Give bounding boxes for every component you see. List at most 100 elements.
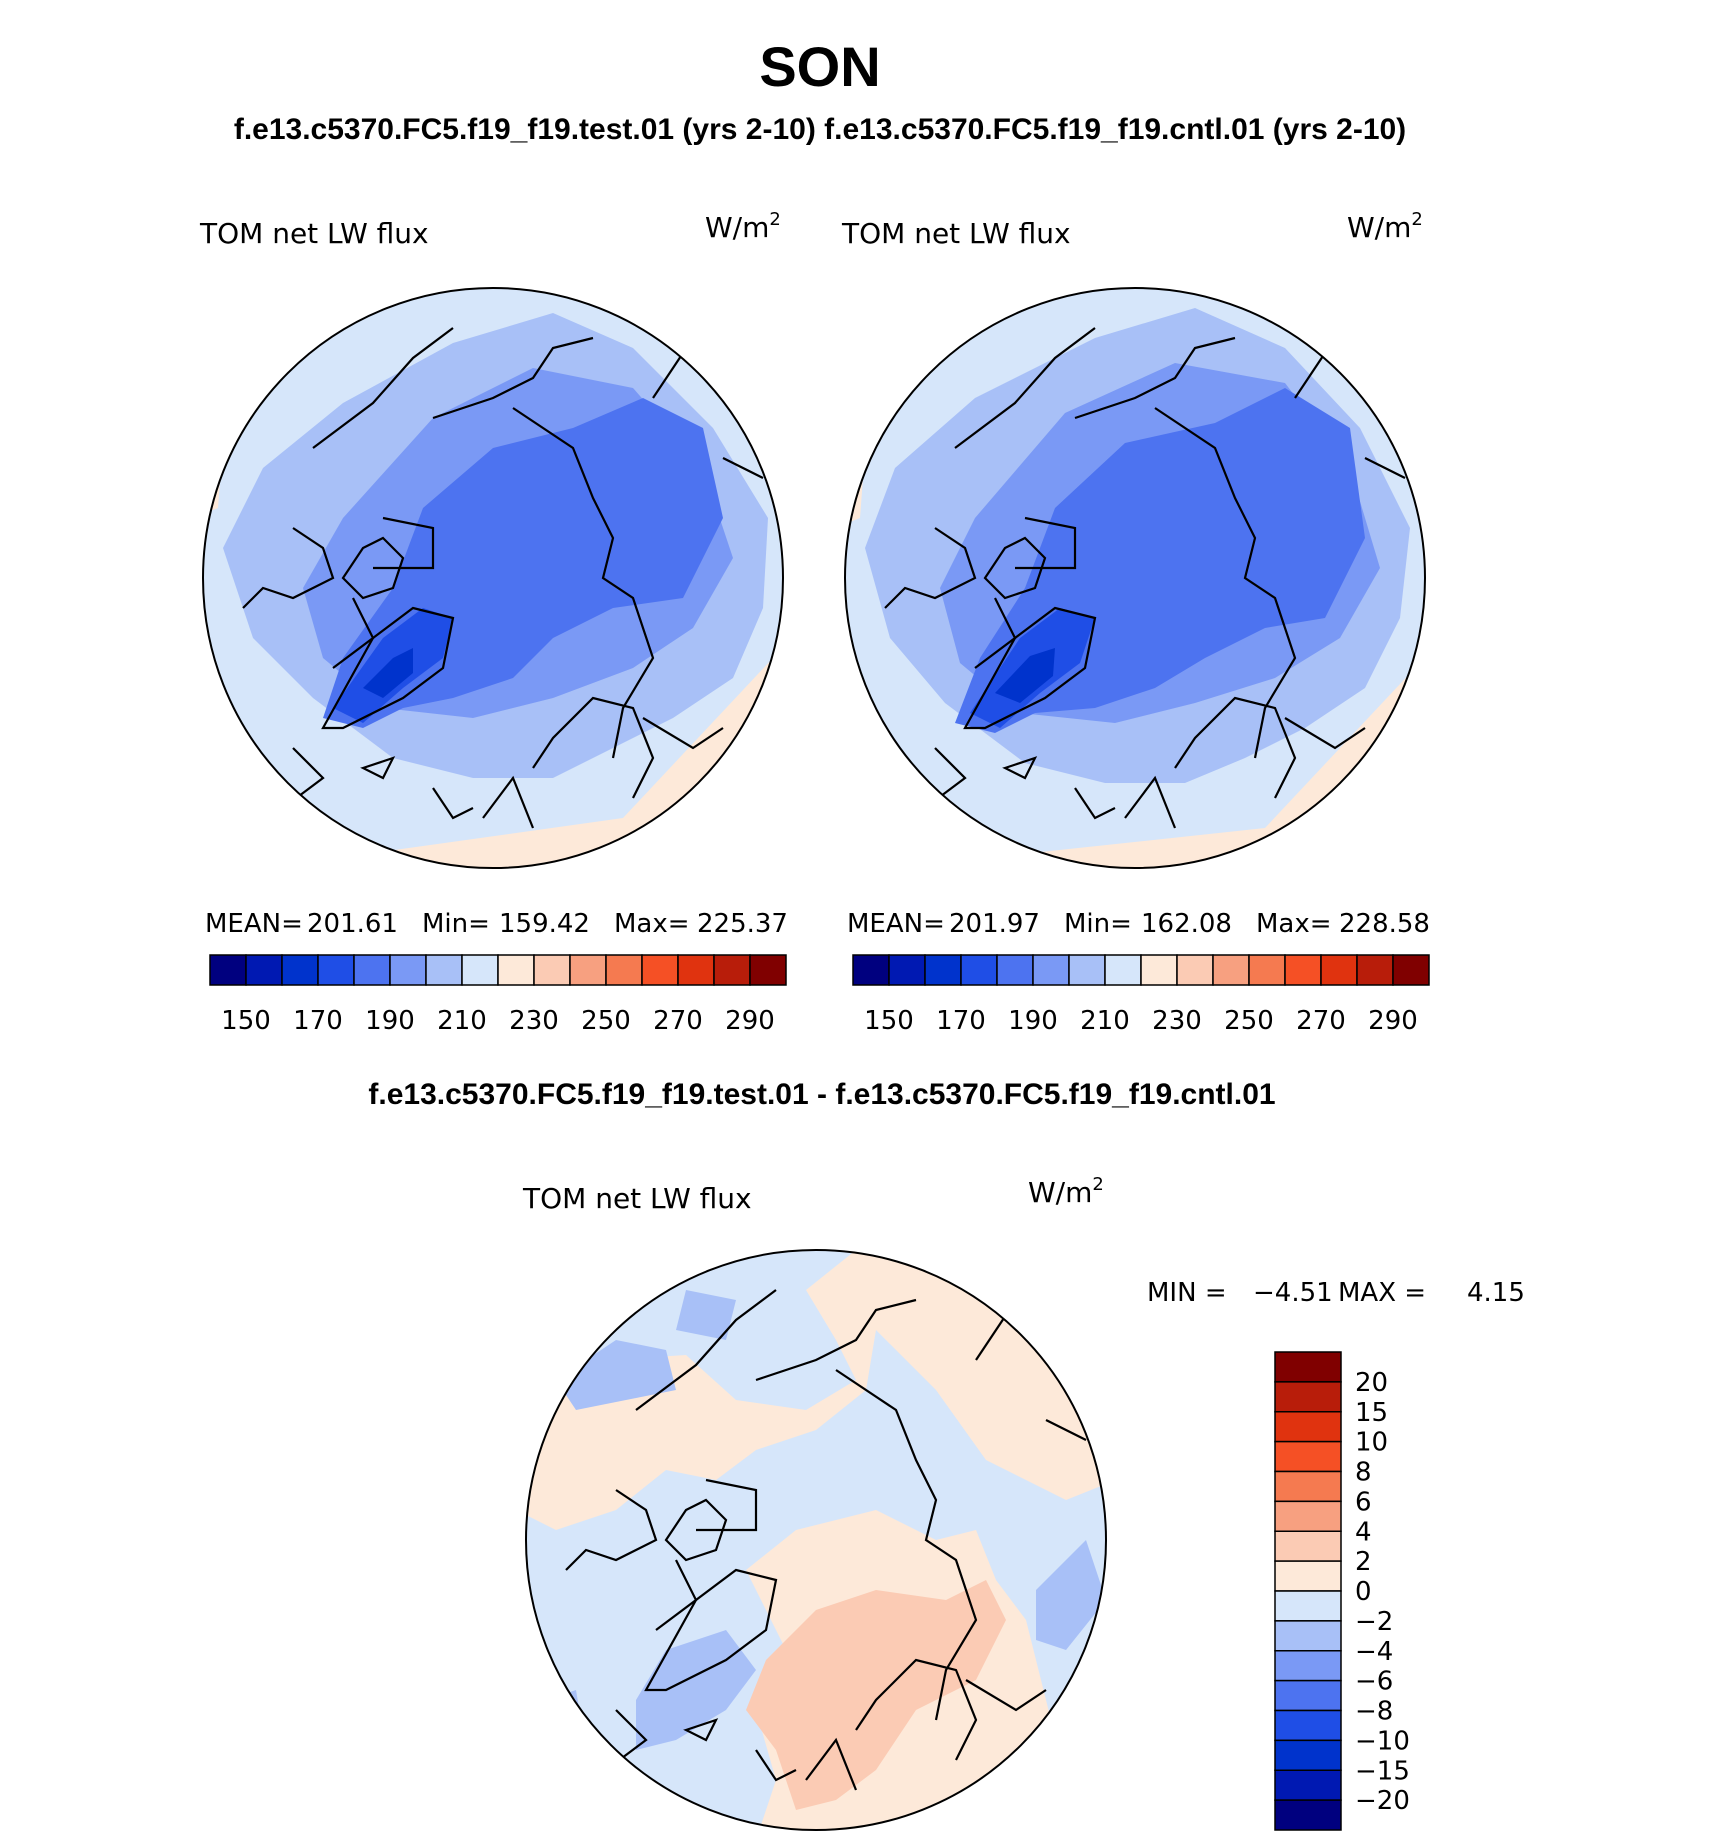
contour-core: [995, 648, 1055, 703]
colorbar-tick-label: 15: [1355, 1398, 1388, 1428]
colorbar-swatch: [533, 954, 571, 986]
panel-control: TOM net LW flux W/m2: [841, 209, 1430, 1036]
max-value: 228.58: [1339, 909, 1430, 939]
colorbar-tick-label: −4: [1355, 1637, 1393, 1667]
coastlines: [884, 327, 1406, 829]
figure-subtitle: f.e13.c5370.FC5.f19_f19.test.01 (yrs 2-1…: [234, 113, 1406, 146]
colorbar-swatch: [1274, 1500, 1342, 1532]
mean-label: MEAN=: [847, 909, 945, 939]
mean-label: MEAN=: [205, 909, 303, 939]
diff-min-label: MIN =: [1147, 1278, 1227, 1308]
colorbar-swatch: [1274, 1470, 1342, 1503]
colorbar-tick-label: 0: [1355, 1577, 1372, 1607]
colorbar-swatch: [425, 954, 463, 986]
colorbar-swatch: [209, 954, 247, 986]
colorbar-tick-label: 250: [581, 1006, 631, 1036]
colorbar-tick-label: 170: [936, 1006, 986, 1036]
colorbar-swatch: [1274, 1530, 1342, 1562]
colorbar-swatch: [245, 954, 283, 986]
colorbar-swatch: [677, 954, 715, 986]
colorbar-tick-label: 2: [1355, 1547, 1372, 1577]
colorbar-swatch: [713, 954, 751, 986]
panel-test-stats: MEAN= 201.61 Min= 159.42 Max= 225.37: [205, 909, 788, 939]
diff-minmax: MIN = −4.51 MAX = 4.15: [1147, 1278, 1525, 1308]
colorbar-tick-label: −8: [1355, 1697, 1393, 1727]
colorbar-swatch: [1356, 954, 1394, 986]
colorbar-swatch: [497, 954, 535, 986]
diff-variable: TOM net LW flux: [522, 1182, 752, 1215]
colorbar-control: 150 170 190 210 230 250 270 290: [852, 954, 1430, 1036]
colorbar-swatch: [1274, 1560, 1342, 1592]
diff-title: f.e13.c5370.FC5.f19_f19.test.01 - f.e13.…: [368, 1078, 1275, 1111]
colorbar-swatch: [1140, 954, 1178, 986]
colorbar-swatch: [317, 954, 355, 986]
colorbar-swatch: [1392, 954, 1430, 986]
colorbar-tick-label: 6: [1355, 1487, 1372, 1517]
colorbar-tick-label: −15: [1355, 1756, 1410, 1786]
colorbar-swatch: [1274, 1620, 1342, 1652]
figure-title: SON: [759, 35, 880, 98]
colorbar-swatch: [996, 954, 1034, 986]
max-label: Max=: [1256, 909, 1332, 939]
min-label: Min=: [422, 909, 490, 939]
colorbar-swatch: [1274, 1590, 1342, 1622]
colorbar-test: 150 170 190 210 230 250 270 290: [209, 954, 787, 1036]
colorbar-swatch: [389, 954, 427, 986]
contour-core: [363, 648, 413, 698]
mean-value: 201.61: [307, 909, 398, 939]
colorbar-swatch: [461, 954, 499, 986]
panel-difference: TOM net LW flux W/m2: [522, 1174, 1525, 1831]
colorbar-tick-label: −2: [1355, 1607, 1393, 1637]
colorbar-tick-label: 210: [437, 1006, 487, 1036]
colorbar-tick-label: 230: [1152, 1006, 1202, 1036]
colorbar-tick-label: 150: [864, 1006, 914, 1036]
colorbar-swatch: [1274, 1709, 1342, 1742]
colorbar-tick-label: 290: [725, 1006, 775, 1036]
colorbar-swatch: [281, 954, 319, 986]
colorbar-tick-label: 170: [293, 1006, 343, 1036]
colorbar-tick-label: 10: [1355, 1428, 1388, 1458]
colorbar-swatch: [1032, 954, 1070, 986]
map-boundary: [844, 287, 1426, 869]
colorbar-tick-label: 20: [1355, 1368, 1388, 1398]
colorbar-swatch: [888, 954, 926, 986]
colorbar-tick-label: −20: [1355, 1786, 1410, 1816]
panel-control-units: W/m2: [1347, 209, 1423, 244]
colorbar-swatch: [353, 954, 391, 986]
warm-region-top: [526, 1250, 1106, 1530]
min-value: 159.42: [499, 909, 590, 939]
panel-control-variable: TOM net LW flux: [841, 217, 1071, 250]
colorbar-swatch: [1274, 1679, 1342, 1712]
colorbar-swatch: [1274, 1650, 1342, 1682]
colorbar-swatch: [924, 954, 962, 986]
colorbar-swatch: [1068, 954, 1106, 986]
colorbar-swatch: [605, 954, 643, 986]
colorbar-tick-label: −10: [1355, 1726, 1410, 1756]
colorbar-swatch: [1284, 954, 1322, 986]
colorbar-tick-label: 270: [653, 1006, 703, 1036]
polar-map-control: [844, 287, 1426, 869]
warm2-region-scandinavia: [746, 1580, 1006, 1810]
polar-map-test: [202, 287, 784, 869]
max-value: 225.37: [697, 909, 788, 939]
colorbar-tick-label: −6: [1355, 1667, 1393, 1697]
panel-test-units: W/m2: [705, 209, 781, 244]
colorbar-swatch: [1104, 954, 1142, 986]
colorbar-tick-label: 210: [1080, 1006, 1130, 1036]
mean-value: 201.97: [949, 909, 1040, 939]
panel-control-stats: MEAN= 201.97 Min= 162.08 Max= 228.58: [847, 909, 1430, 939]
colorbar-tick-label: 250: [1224, 1006, 1274, 1036]
colorbar-swatch: [1274, 1769, 1342, 1801]
colorbar-swatch: [852, 954, 890, 986]
colorbar-swatch: [1274, 1440, 1342, 1473]
colorbar-tick-label: 190: [365, 1006, 415, 1036]
colorbar-tick-label: 150: [221, 1006, 271, 1036]
polar-map-difference: [525, 1249, 1107, 1831]
panel-test: TOM net LW flux W/m2: [199, 209, 788, 1036]
min-label: Min=: [1064, 909, 1132, 939]
colorbar-swatch: [1274, 1351, 1342, 1383]
map-boundary: [525, 1249, 1107, 1831]
colorbar-tick-label: 270: [1296, 1006, 1346, 1036]
diff-min-value: −4.51: [1253, 1278, 1333, 1308]
